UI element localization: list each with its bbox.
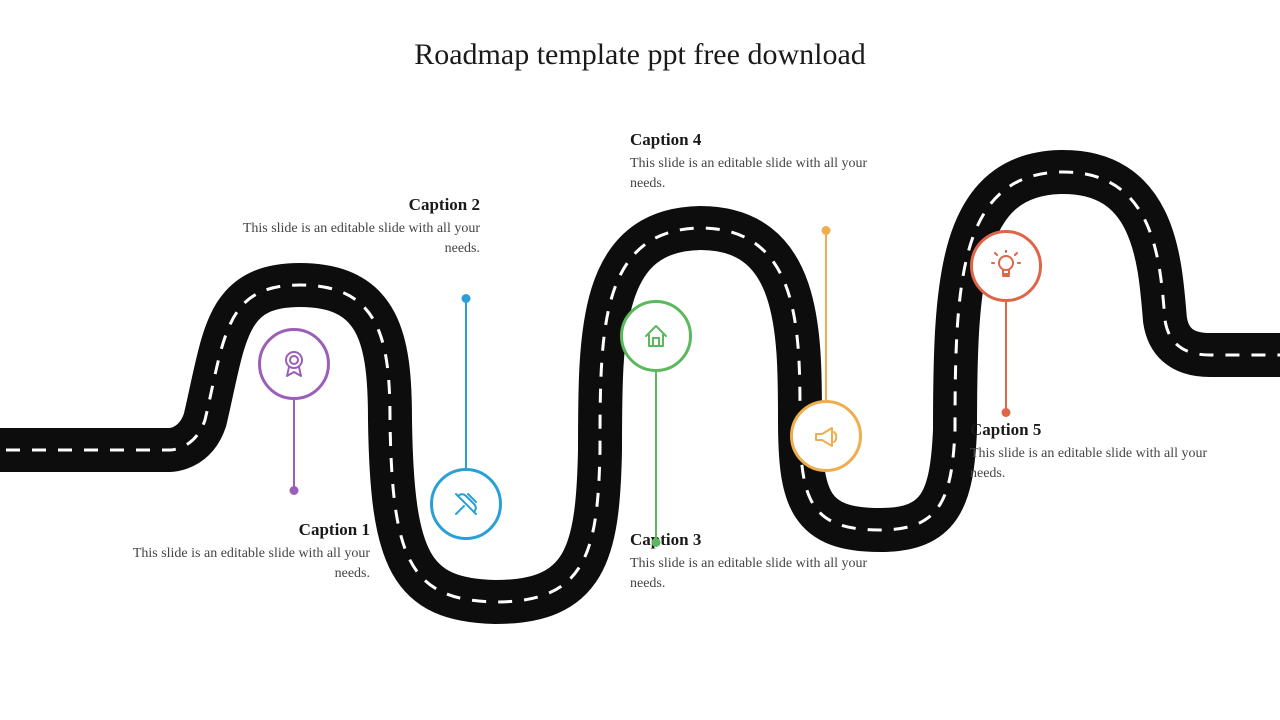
marker-stem: [825, 230, 827, 400]
roadmap-marker: [620, 300, 692, 372]
caption-block: Caption 4 This slide is an editable slide…: [630, 130, 880, 193]
marker-dot: [1002, 408, 1011, 417]
marker-dot: [462, 294, 471, 303]
caption-block: Caption 5 This slide is an editable slide…: [970, 420, 1220, 483]
marker-stem: [293, 400, 295, 490]
marker-stem: [1005, 302, 1007, 412]
roadmap-marker: [430, 468, 502, 540]
roadmap-marker: [790, 400, 862, 472]
megaphone-icon: [790, 400, 862, 472]
marker-stem: [655, 372, 657, 542]
award-icon: [258, 328, 330, 400]
caption-title: Caption 1: [120, 520, 370, 540]
marker-dot: [652, 538, 661, 547]
house-icon: [620, 300, 692, 372]
page-title: Roadmap template ppt free download: [0, 38, 1280, 72]
marker-dot: [822, 226, 831, 235]
roadmap-marker: [970, 230, 1042, 302]
caption-title: Caption 2: [230, 195, 480, 215]
caption-title: Caption 4: [630, 130, 880, 150]
bulb-icon: [970, 230, 1042, 302]
caption-title: Caption 3: [630, 530, 880, 550]
tools-icon: [430, 468, 502, 540]
roadmap-marker: [258, 328, 330, 400]
caption-block: Caption 2 This slide is an editable slide…: [230, 195, 480, 258]
caption-block: Caption 3 This slide is an editable slide…: [630, 530, 880, 593]
caption-desc: This slide is an editable slide with all…: [120, 544, 370, 583]
marker-stem: [465, 298, 467, 468]
caption-desc: This slide is an editable slide with all…: [630, 154, 880, 193]
marker-dot: [290, 486, 299, 495]
caption-block: Caption 1 This slide is an editable slide…: [120, 520, 370, 583]
caption-desc: This slide is an editable slide with all…: [230, 219, 480, 258]
caption-title: Caption 5: [970, 420, 1220, 440]
caption-desc: This slide is an editable slide with all…: [970, 444, 1220, 483]
caption-desc: This slide is an editable slide with all…: [630, 554, 880, 593]
